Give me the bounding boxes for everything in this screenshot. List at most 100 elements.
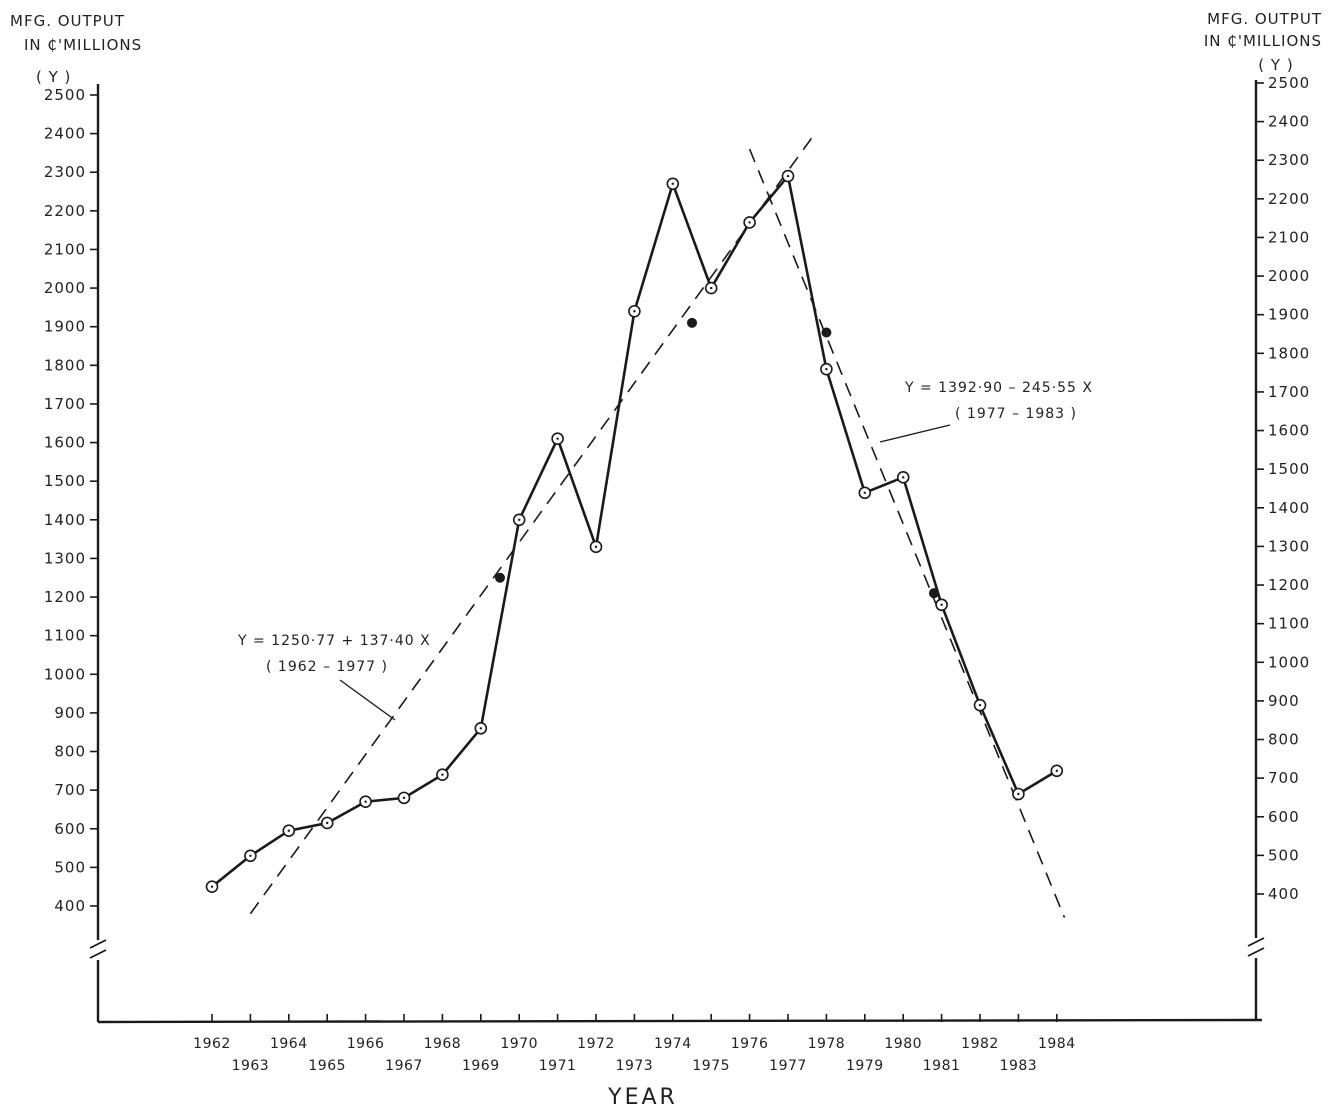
- left-tick-label: 500: [54, 858, 86, 876]
- left-axis-break: [89, 939, 107, 959]
- data-point-center: [594, 545, 598, 549]
- series-line: [211, 173, 1058, 888]
- trend-pointer-1: [339, 679, 396, 721]
- left-tick-label: 2400: [44, 125, 86, 143]
- data-point-center: [518, 518, 521, 521]
- left-tick-label: 2500: [44, 86, 86, 104]
- x-tick-label: 1978: [808, 1036, 846, 1052]
- right-tick-label: 1600: [1268, 422, 1310, 440]
- right-ticks: 2500 2400 2300 2200 2100 2000 1900 1800 1700 1600…: [1256, 74, 1310, 903]
- left-tick-label: 1900: [44, 318, 86, 336]
- right-axis-title-line-3: ( Y ): [1258, 56, 1293, 74]
- left-tick-label: 2300: [44, 163, 86, 181]
- right-axis-title-line-2: IN ₵'MILLIONS: [1204, 32, 1322, 50]
- right-tick-label: 2000: [1268, 267, 1310, 285]
- x-tick-label: 1967: [385, 1058, 423, 1074]
- left-tick-label: 400: [54, 897, 86, 915]
- x-tick-label: 1970: [500, 1036, 538, 1052]
- x-tick-label: 1983: [1000, 1058, 1038, 1074]
- left-tick-label: 1800: [44, 356, 86, 374]
- trend-point: [687, 317, 697, 328]
- left-axis-title-line-3: ( Y ): [36, 68, 71, 86]
- x-tick-label: 1980: [884, 1036, 922, 1052]
- left-tick-label: 1500: [44, 472, 86, 490]
- right-tick-label: 2400: [1268, 113, 1310, 131]
- left-tick-label: 1400: [44, 511, 86, 529]
- trend-equation-1: Y = 1250·77 + 137·40 X: [237, 633, 431, 649]
- trend-period-2: ( 1977 – 1983 ): [955, 406, 1077, 422]
- trend-period-1: ( 1962 – 1977 ): [266, 659, 388, 675]
- trend-point: [821, 327, 832, 338]
- data-point-center: [556, 437, 559, 440]
- left-tick-label: 1300: [44, 549, 86, 567]
- x-tick-label: 1976: [731, 1036, 769, 1052]
- left-tick-label: 1600: [44, 434, 86, 452]
- trend-equation-2: Y = 1392·90 – 245·55 X: [904, 380, 1093, 396]
- right-tick-label: 2300: [1268, 151, 1310, 169]
- left-tick-label: 800: [54, 743, 86, 761]
- left-axis-title-line-2: IN ₵'MILLIONS: [24, 36, 142, 54]
- data-point-center: [1017, 792, 1020, 796]
- x-tick-label: 1975: [692, 1058, 730, 1074]
- x-tick-label: 1984: [1038, 1036, 1076, 1052]
- x-tick-label: 1969: [462, 1058, 500, 1074]
- right-axis-break: [1247, 937, 1265, 957]
- right-tick-label: 1100: [1268, 615, 1310, 633]
- data-point-center: [1055, 769, 1059, 773]
- data-point-center: [326, 821, 329, 825]
- trend-annotation-2: Y = 1392·90 – 245·55 X ( 1977 – 1983 ): [879, 380, 1093, 443]
- right-axis-title-line-1: MFG. OUTPUT: [1207, 10, 1322, 28]
- data-point-center: [249, 854, 252, 857]
- right-tick-label: 2100: [1268, 228, 1310, 246]
- right-tick-label: 1200: [1268, 576, 1310, 594]
- left-ticks: 2500 2400 2300 2200 2100 2000 1900 1800 1700 1600…: [44, 86, 98, 915]
- right-tick-label: 1800: [1268, 344, 1310, 362]
- trend-line: [748, 148, 1066, 918]
- right-tick-label: 700: [1268, 769, 1300, 787]
- left-tick-label: 1100: [44, 627, 86, 645]
- right-tick-label: 600: [1268, 808, 1300, 826]
- x-tick-label: 1964: [270, 1036, 308, 1052]
- x-tick-label: 1981: [923, 1058, 961, 1074]
- series-plot: [205, 169, 1064, 893]
- x-tick-label: 1971: [539, 1058, 577, 1074]
- x-tick-label: 1982: [961, 1036, 999, 1052]
- x-tick-label: 1972: [577, 1036, 615, 1052]
- left-axis-title: MFG. OUTPUT IN ₵'MILLIONS ( Y ): [10, 12, 142, 86]
- left-tick-label: 600: [54, 820, 86, 838]
- left-tick-label: 2200: [44, 202, 86, 220]
- x-tick-label: 1973: [616, 1058, 654, 1074]
- data-point-center: [863, 491, 866, 494]
- data-point-center: [671, 182, 674, 186]
- right-tick-label: 500: [1268, 846, 1300, 864]
- right-tick-label: 1300: [1268, 537, 1310, 555]
- right-tick-label: 1000: [1268, 653, 1310, 671]
- left-axis-title-line-1: MFG. OUTPUT: [10, 12, 125, 30]
- data-point-center: [978, 703, 982, 707]
- trend-pointer-2: [879, 424, 951, 443]
- data-point-center: [825, 367, 828, 371]
- right-tick-label: 1400: [1268, 499, 1310, 517]
- x-tick-label: 1965: [308, 1058, 346, 1074]
- data-point-center: [786, 174, 790, 178]
- x-tick-label: 1979: [846, 1058, 884, 1074]
- x-axis-label: YEAR: [607, 1085, 678, 1110]
- x-ticks: 1962196319641965196619671968196919701971…: [193, 1014, 1075, 1074]
- data-point-center: [441, 773, 444, 776]
- data-point-center: [748, 221, 751, 224]
- data-point-center: [402, 796, 406, 800]
- x-tick-label: 1968: [424, 1036, 462, 1052]
- x-tick-label: 1977: [769, 1058, 807, 1074]
- x-tick-label: 1963: [232, 1058, 270, 1074]
- x-tick-label: 1966: [347, 1036, 385, 1052]
- left-tick-label: 2100: [44, 240, 86, 258]
- right-tick-label: 1500: [1268, 460, 1310, 478]
- right-tick-label: 900: [1268, 692, 1300, 710]
- right-tick-label: 400: [1268, 885, 1300, 903]
- x-tick-label: 1974: [654, 1036, 692, 1052]
- left-tick-label: 1200: [44, 588, 86, 606]
- trend-point: [495, 572, 505, 583]
- left-tick-label: 2000: [44, 279, 86, 297]
- data-point-center: [633, 310, 636, 313]
- x-axis: [97, 1018, 1263, 1024]
